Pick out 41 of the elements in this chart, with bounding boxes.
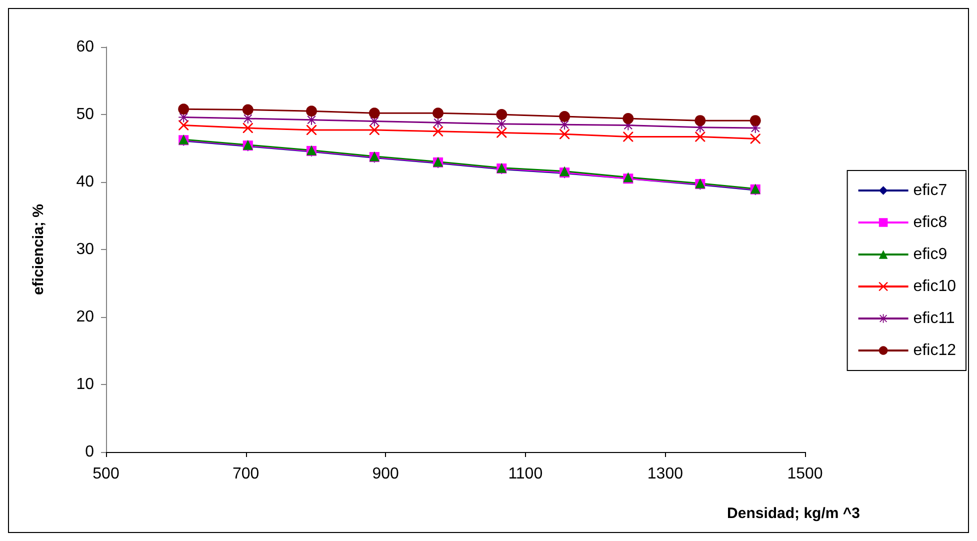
x-tick-label: 900 (372, 466, 400, 482)
point (433, 126, 444, 136)
y-tick-label: 40 (76, 174, 94, 190)
y-tick-label: 50 (76, 106, 94, 123)
x-tick-label: 1100 (508, 466, 543, 482)
point (694, 115, 706, 126)
point (432, 108, 444, 119)
legend-label: efic7 (913, 182, 948, 199)
x-axis-title: Densidad; kg/m ^3 (727, 505, 860, 522)
point (369, 125, 380, 136)
point (496, 109, 508, 120)
x-tick-label: 1500 (787, 466, 823, 482)
point (242, 123, 253, 133)
point (560, 129, 570, 140)
point (178, 120, 189, 130)
legend-label: efic11 (913, 310, 955, 327)
point (695, 132, 706, 142)
point (178, 104, 190, 115)
y-tick-label: 20 (76, 308, 94, 326)
x-tick-label: 500 (92, 466, 120, 482)
x-tick-label: 1300 (647, 466, 684, 482)
y-axis-title: eficiencia; % (30, 204, 47, 295)
legend-label: efic9 (913, 246, 948, 263)
y-tick-label: 30 (76, 241, 94, 258)
point (559, 111, 570, 122)
x-tick-label: 700 (232, 466, 260, 482)
legend-label: efic8 (913, 214, 948, 231)
point (496, 128, 507, 138)
point (306, 125, 317, 136)
point (242, 104, 254, 116)
point (750, 115, 761, 126)
legend-label: efic12 (913, 342, 956, 359)
point (368, 108, 380, 119)
point (623, 132, 634, 142)
y-tick-label: 0 (85, 444, 94, 460)
legend-label: efic10 (913, 278, 956, 295)
y-tick-label: 10 (76, 376, 94, 393)
point (306, 106, 318, 117)
point (750, 134, 760, 144)
y-tick-label: 60 (76, 38, 94, 56)
point (622, 113, 634, 124)
